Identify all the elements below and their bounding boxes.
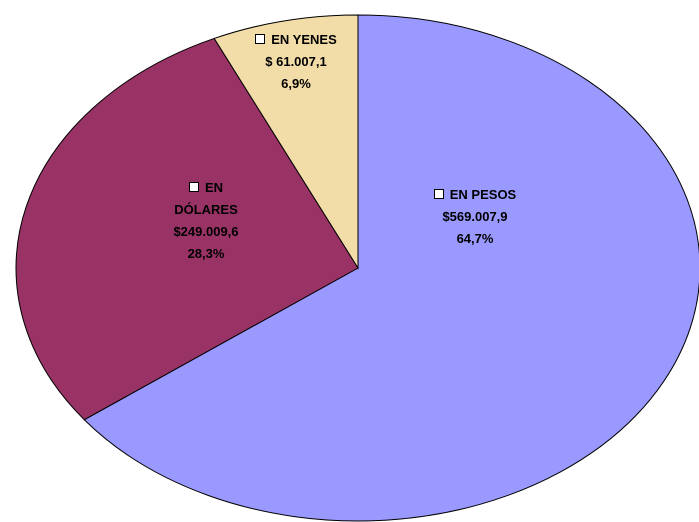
value-label: 64,7%	[456, 231, 494, 246]
pie-slice	[15, 37, 359, 421]
amount: $569.007,9	[442, 209, 508, 224]
pie-slice	[83, 14, 699, 522]
category-name: EN DÓLARES	[174, 180, 238, 217]
category-name: EN PESOS	[449, 187, 517, 202]
slice-label: EN PESOS $569.007,9 64,7%	[405, 184, 545, 250]
legend-swatch	[433, 189, 444, 199]
slice-label: EN YENES $ 61.007,1 6,9%	[226, 29, 366, 95]
amount: $ 61.007,1	[265, 54, 327, 69]
legend-swatch	[255, 34, 266, 44]
slice-label: EN DÓLARES $249.009,6 28,3%	[158, 177, 254, 265]
legend-swatch	[188, 182, 199, 192]
pie-slice	[213, 14, 359, 270]
value-label: 28,3%	[187, 246, 225, 261]
value-label: 6,9%	[281, 76, 311, 91]
category-name: EN YENES	[271, 32, 337, 47]
amount: $249.009,6	[173, 224, 239, 239]
